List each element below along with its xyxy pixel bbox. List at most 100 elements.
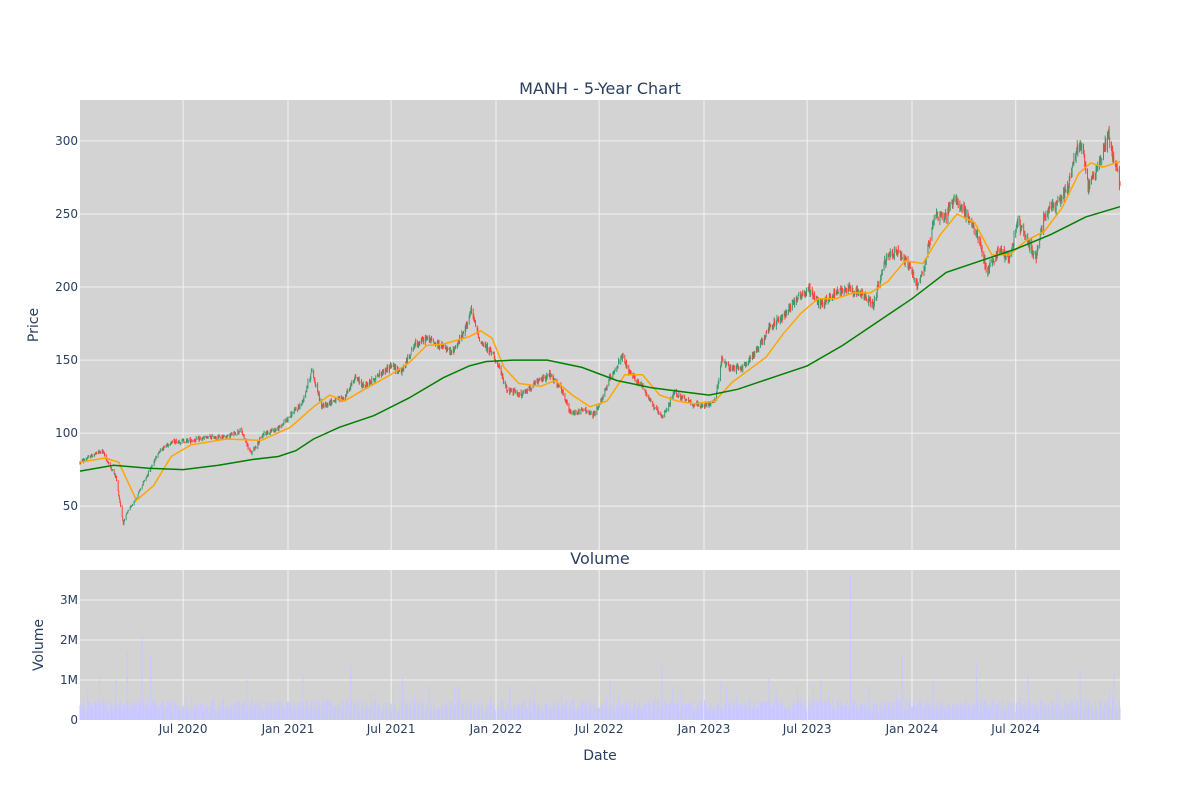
candle-body	[267, 431, 268, 434]
candle-body	[223, 435, 224, 438]
candle-body	[634, 375, 635, 378]
candle-body	[185, 441, 187, 443]
volume-bar	[423, 703, 425, 720]
volume-bar	[554, 701, 556, 720]
volume-bar	[506, 703, 508, 720]
candle-body	[191, 440, 192, 442]
candle-body	[976, 231, 978, 233]
candle-body	[805, 293, 806, 296]
volume-bar	[1093, 709, 1095, 720]
candle-body	[297, 406, 299, 410]
candle-body	[370, 382, 371, 384]
volume-bar	[681, 706, 683, 720]
date-tick-label: Jan 2021	[261, 722, 315, 736]
volume-bar	[963, 705, 965, 720]
candle-body	[672, 396, 673, 398]
volume-bar	[269, 709, 271, 720]
candle-body	[501, 375, 503, 377]
volume-bar	[915, 706, 917, 720]
candle-body	[274, 429, 276, 431]
volume-bar	[435, 708, 437, 720]
volume-bar	[840, 710, 842, 720]
volume-bar	[568, 710, 570, 720]
volume-bar	[194, 705, 196, 720]
candle-body	[343, 398, 345, 400]
volume-bar	[365, 708, 367, 720]
volume-bar	[447, 706, 449, 720]
candle-body	[259, 438, 261, 440]
candle-body	[373, 378, 374, 380]
volume-bar	[367, 702, 369, 720]
volume-bar	[331, 701, 333, 720]
volume-bar	[570, 711, 572, 720]
volume-bar	[115, 705, 117, 720]
volume-bar	[775, 692, 777, 720]
candle-body	[433, 342, 435, 344]
volume-bar	[170, 700, 172, 720]
candle-body	[357, 379, 358, 381]
candle-body	[235, 434, 237, 436]
volume-bar	[792, 708, 794, 720]
volume-bar	[1020, 709, 1022, 720]
candle-body	[652, 402, 653, 405]
candle-body	[401, 369, 402, 374]
candle-body	[721, 358, 722, 363]
candle-body	[165, 445, 167, 447]
volume-bar	[762, 702, 764, 720]
volume-bar	[569, 704, 571, 720]
volume-bar	[864, 702, 866, 720]
candle-body	[702, 404, 704, 406]
volume-bar	[229, 706, 231, 720]
volume-bar	[574, 710, 576, 720]
candle-body	[964, 206, 965, 216]
candle-body	[492, 352, 494, 354]
candle-body	[972, 223, 973, 227]
candle-body	[988, 269, 989, 275]
candle-body	[765, 331, 767, 337]
volume-bar	[596, 708, 598, 720]
candle-body	[766, 330, 767, 332]
volume-bar	[941, 700, 943, 720]
candle-body	[116, 476, 117, 481]
volume-bar	[235, 702, 237, 720]
candle-body	[271, 430, 272, 432]
candle-body	[543, 376, 544, 381]
candle-body	[504, 382, 506, 384]
volume-bar	[163, 708, 165, 720]
volume-bar	[961, 707, 963, 720]
candle-body	[295, 408, 297, 410]
volume-bar	[816, 708, 818, 720]
candle-body	[1005, 256, 1006, 260]
candle-body	[250, 450, 251, 452]
volume-bar	[1099, 702, 1101, 720]
candle-body	[827, 301, 829, 303]
candle-body	[630, 372, 632, 374]
candle-body	[462, 331, 464, 337]
volume-bar	[933, 705, 935, 720]
candle-body	[1080, 144, 1081, 147]
candle-body	[486, 345, 487, 349]
volume-bar	[983, 703, 985, 720]
volume-bar	[803, 702, 805, 720]
candle-body	[956, 197, 958, 204]
volume-bar	[329, 708, 331, 720]
candle-body	[127, 511, 129, 513]
volume-bar	[1020, 702, 1022, 720]
volume-bar	[835, 711, 837, 720]
volume-bar	[243, 700, 245, 720]
volume-bar	[357, 701, 359, 720]
volume-bar	[1011, 705, 1013, 720]
volume-tick-label: 3M	[60, 593, 78, 607]
candle-body	[525, 390, 527, 393]
candle-body	[809, 286, 810, 290]
candle-body	[920, 275, 922, 277]
candle-body	[187, 440, 189, 442]
candle-body	[476, 325, 478, 331]
candle-body	[487, 345, 488, 352]
candle-body	[158, 452, 159, 454]
candle-body	[622, 354, 624, 358]
candle-body	[281, 425, 283, 427]
candle-body	[1041, 228, 1043, 230]
volume-bar	[230, 701, 232, 720]
candle-body	[602, 397, 603, 399]
